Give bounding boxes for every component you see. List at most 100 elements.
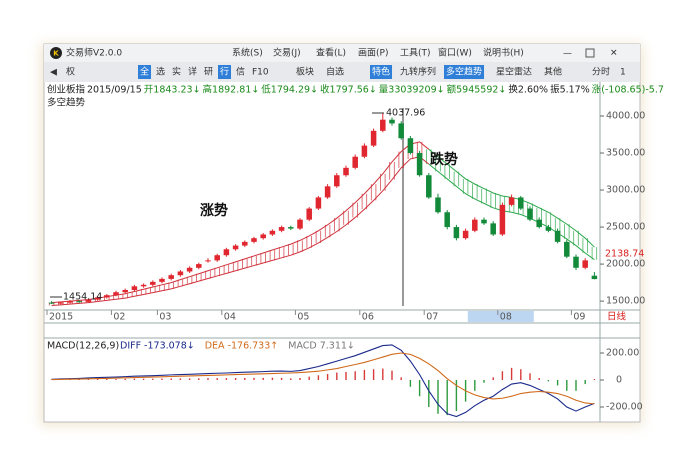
maximize-button[interactable] [585,48,595,58]
candle-body [426,175,432,198]
x-tick-label: 2015 [49,312,73,323]
candle-body [67,301,73,303]
toolbar-active-bg [370,65,393,79]
toolbar-button[interactable]: 全 [140,66,149,78]
toolbar-button[interactable]: 特色 [372,66,390,78]
toolbar-button[interactable]: 1 [620,68,626,78]
close-button[interactable]: ✕ [610,49,618,59]
toolbar-items: 权 全选实详研行信 F10 板块 自选 特色 九转序列 多空趋势 星空雷达 其他 分时 1 [66,65,626,79]
toolbar-button[interactable]: 选 [156,66,165,78]
toolbar-button[interactable]: 权 [66,66,75,78]
candle-body [288,227,294,229]
quote-field: 振5.17% [550,84,590,96]
candle-body [242,241,248,246]
candle-body [196,264,202,268]
trend-band-edge [51,141,430,304]
x-highlight [467,311,534,322]
toolbar-button[interactable]: 研 [204,67,213,78]
trend-annotation: 跌势 [430,151,458,168]
x-tick-label: 05 [297,312,309,323]
toolbar-active-bg [444,65,485,79]
legend-name: DIFF [120,341,141,352]
candle-body [462,230,469,239]
candle-body [554,230,561,242]
app-title: 交易师V2.0.0 [66,47,122,59]
menu-item[interactable]: 工具(T) [400,48,431,59]
candle-body [260,234,266,239]
toolbar-button[interactable]: 自选 [326,66,344,78]
toolbar-button[interactable]: 九转序列 [400,66,436,78]
app-logo-text: K [53,50,59,58]
y-tick-label: -200.00 [606,402,643,413]
candle-body [94,297,101,300]
menu-item[interactable]: 查看(L) [316,47,346,59]
y-tick-label: 3500.00 [606,148,645,159]
high-label: 4037.96 [386,108,425,119]
candle-body [223,249,230,256]
menu-item[interactable]: 画面(P) [358,48,388,59]
x-tick-label: 08 [500,312,512,323]
toolbar-active-bg [138,65,152,79]
candle-body [536,219,542,228]
candle-body [58,302,64,304]
x-tick-label: 03 [159,312,171,323]
indicator-name: 多空趋势 [47,97,86,109]
candle-body [76,301,82,303]
window [43,43,641,423]
candle-body [407,138,414,154]
y-tick-label: 2000.00 [606,259,645,270]
quote-field: 涨(-108.65)-5.7 [592,85,664,96]
candle-body [481,219,487,224]
menu-item[interactable]: 交易(J) [273,47,301,59]
quote-field: 创业板指 [47,84,86,96]
quote-field: 低1794.29↓ [261,84,318,96]
toolbar-button[interactable]: 星空雷达 [496,66,532,78]
last-value-label: 2138.74 [605,249,644,260]
toolbar-button[interactable]: 信 [236,66,245,78]
candle-body [389,119,395,124]
toolbar-button[interactable]: 多空趋势 [446,66,482,78]
quote-field: 开1843.23↓ [144,85,201,96]
menu-item[interactable]: 系统(S) [232,47,263,59]
legend-value: -176.733↑ [228,341,279,352]
quote-field: 收1797.56↓ [320,84,377,96]
toolbar-button[interactable]: 其他 [544,66,562,78]
toolbar-button[interactable]: 分时 [592,66,610,78]
nav-back[interactable]: ◀ [50,68,57,78]
toolbar-button[interactable]: F10 [252,68,269,78]
candle-body [499,204,506,235]
trend-band-edge [51,156,430,307]
toolbar-button[interactable]: 行 [220,66,229,78]
toolbar [44,62,640,82]
candle-body [334,175,340,187]
minimize-button[interactable]: — [563,49,572,59]
candle-body [435,197,441,213]
period-label: 日线 [607,311,627,323]
trend-annotation: 涨势 [200,202,228,219]
candle-body [453,227,460,239]
candle-body [370,130,377,146]
x-tick-label: 09 [573,312,585,323]
y-tick-label: 0 [616,375,622,386]
legend-value: -173.078↓ [144,341,195,352]
candle-body [85,299,92,302]
quote-field: 高1892.81↓ [203,84,260,96]
menu-item[interactable]: 说明书(H) [483,47,524,59]
y-tick-label: 1500.00 [606,296,645,307]
candle-body [361,145,368,157]
low-label: 1454.14 [63,292,102,303]
x-tick-label: 02 [113,312,125,323]
candle-body [398,123,404,139]
candle-body [352,156,358,168]
toolbar-button[interactable]: 详 [188,66,197,78]
candle-body [131,286,138,291]
menu-item[interactable]: 窗口(W) [438,47,472,59]
toolbar-button[interactable]: 板块 [296,66,314,78]
toolbar-button[interactable]: 实 [172,66,181,78]
candle-body [205,260,211,262]
candle-body [48,302,55,304]
candle-body [472,219,478,231]
candle-body [177,271,184,276]
legend-value: 7.311↓ [320,341,355,352]
